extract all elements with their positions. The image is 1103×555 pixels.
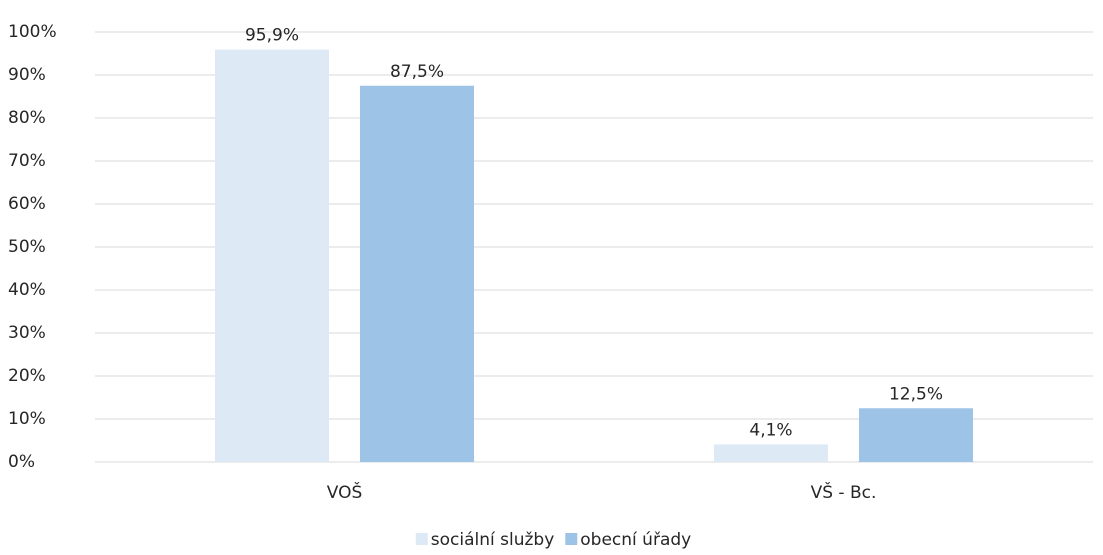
y-tick-label: 50%: [8, 237, 46, 257]
bar: [714, 444, 828, 462]
legend-swatch: [565, 533, 578, 545]
y-tick-label: 100%: [8, 22, 57, 42]
data-label: 95,9%: [245, 26, 299, 46]
y-tick-label: 0%: [8, 452, 35, 472]
x-tick-label: VŠ - Bc.: [811, 481, 877, 503]
legend-label: obecní úřady: [580, 530, 691, 550]
bar: [859, 408, 973, 462]
legend-label: sociální služby: [431, 530, 555, 550]
y-tick-label: 10%: [8, 409, 46, 429]
data-label: 12,5%: [889, 384, 943, 404]
y-tick-label: 40%: [8, 280, 46, 300]
y-tick-label: 30%: [8, 323, 46, 343]
data-label: 4,1%: [749, 420, 792, 440]
y-tick-label: 80%: [8, 108, 46, 128]
y-tick-label: 90%: [8, 65, 46, 85]
y-tick-label: 60%: [8, 194, 46, 214]
bar: [215, 49, 329, 462]
legend-swatch: [415, 533, 428, 545]
bar: [360, 85, 474, 462]
x-tick-label: VOŠ: [327, 481, 363, 503]
data-label: 87,5%: [390, 62, 444, 82]
y-tick-label: 70%: [8, 151, 46, 171]
y-tick-label: 20%: [8, 366, 46, 386]
